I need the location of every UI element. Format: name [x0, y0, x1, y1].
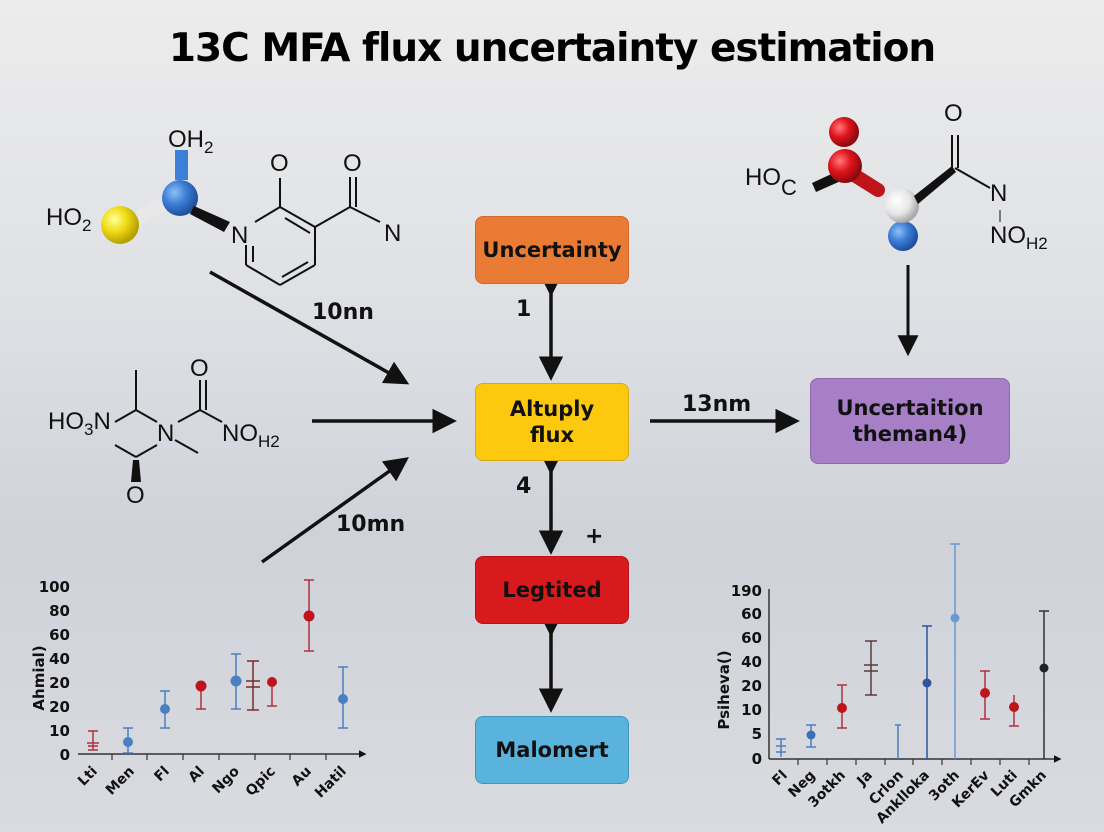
label-o-bottom: O	[126, 482, 145, 509]
svg-text:Fl: Fl	[769, 768, 790, 789]
label-n-right: N	[990, 180, 1008, 207]
molecule-top-left	[101, 150, 381, 286]
label-noh2-right: NOH2	[990, 222, 1048, 253]
box-uncertaition: Uncertaition theman4)	[810, 378, 1010, 464]
page-title: 13C MFA flux uncertainty estimation	[168, 26, 936, 71]
svg-text:190: 190	[731, 582, 762, 600]
svg-text:0: 0	[60, 746, 70, 764]
svg-text:10: 10	[49, 722, 70, 740]
svg-text:Lti: Lti	[75, 764, 101, 790]
svg-text:0: 0	[752, 750, 762, 768]
svg-text:Fl: Fl	[151, 764, 172, 785]
svg-text:100: 100	[39, 578, 70, 596]
label-n-mid: N	[157, 420, 175, 447]
arrows	[209, 265, 919, 713]
arrow-bottom-left	[260, 457, 409, 564]
label-ho3n: HO3N	[48, 408, 111, 439]
svg-text:5: 5	[752, 725, 762, 743]
svg-text:Ahmial): Ahmial)	[30, 645, 48, 710]
molecule-top-right	[812, 117, 1001, 251]
svg-text:Ngo: Ngo	[209, 763, 243, 797]
label-ho2: HO2	[46, 204, 92, 235]
label-n-amide: N	[384, 220, 402, 247]
molecule-middle-left	[114, 370, 223, 482]
svg-text:20: 20	[49, 698, 70, 716]
svg-text:60: 60	[741, 605, 762, 623]
label-o-2: O	[343, 150, 362, 177]
box-uncertainty: Uncertainty	[475, 216, 629, 284]
svg-text:10: 10	[741, 701, 762, 719]
box-uncertainty-label: Uncertainty	[482, 237, 622, 262]
chart-right: Psiheva() 190 60 60 40 20 10 5 0	[715, 543, 1062, 827]
arrow-top-left	[209, 270, 410, 385]
svg-text:Al: Al	[185, 764, 207, 786]
box-malomert: Malomert	[475, 716, 629, 784]
chart-left: Ahmial) 100 80 60 40 20 20 10 0	[30, 578, 367, 802]
box-flux: Altuply flux	[475, 383, 629, 461]
svg-text:40: 40	[741, 653, 762, 671]
svg-text:Qpic: Qpic	[243, 764, 279, 800]
arrow-label-bottom-left: 10mn	[336, 512, 406, 537]
label-hoc: HOC	[745, 164, 797, 200]
label-o-1: O	[270, 150, 289, 177]
label-o-right: O	[944, 100, 963, 127]
box-uncertaition-line1: Uncertaition	[836, 395, 984, 420]
arrow-label-top-left: 10nn	[312, 300, 374, 325]
box-malomert-label: Malomert	[495, 737, 609, 762]
arrow-label-1: 1	[516, 297, 532, 322]
box-uncertaition-line2: theman4)	[852, 422, 968, 446]
svg-text:Ja: Ja	[853, 768, 875, 790]
svg-text:Men: Men	[103, 764, 138, 799]
svg-text:Hatil: Hatil	[312, 764, 350, 802]
svg-text:80: 80	[49, 602, 70, 620]
plus-label: +	[585, 524, 604, 549]
svg-text:Psiheva(): Psiheva()	[715, 650, 733, 729]
svg-text:20: 20	[741, 677, 762, 695]
box-flux-line1: Altuply	[509, 396, 595, 421]
svg-text:60: 60	[741, 629, 762, 647]
label-o-mid: O	[190, 355, 209, 382]
arrow-label-right: 13nm	[682, 392, 752, 417]
arrow-label-4: 4	[516, 474, 532, 499]
label-oh2: OH2	[168, 126, 214, 157]
svg-text:40: 40	[49, 650, 70, 668]
svg-text:20: 20	[49, 674, 70, 692]
box-legited: Legtited	[475, 556, 629, 624]
svg-text:Au: Au	[289, 764, 315, 790]
box-flux-line2: flux	[529, 423, 575, 447]
svg-text:60: 60	[49, 626, 70, 644]
box-legited-label: Legtited	[502, 577, 602, 602]
label-noh2-mid: NOH2	[222, 420, 280, 451]
label-n-ring: N	[231, 222, 249, 249]
